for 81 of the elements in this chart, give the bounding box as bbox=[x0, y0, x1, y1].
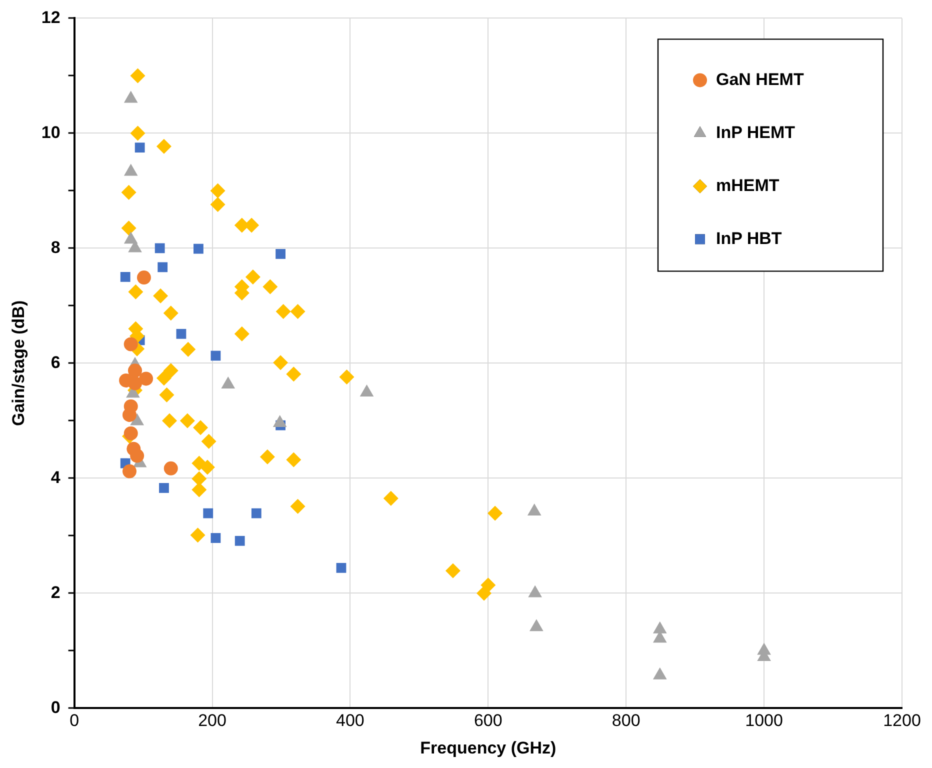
y-tick-label: 12 bbox=[41, 8, 60, 27]
point bbox=[273, 355, 288, 370]
point bbox=[193, 420, 208, 436]
point bbox=[162, 413, 177, 428]
point bbox=[159, 387, 174, 402]
point bbox=[180, 413, 195, 428]
legend-label: GaN HEMT bbox=[716, 70, 804, 89]
x-tick-label: 400 bbox=[336, 711, 364, 730]
point bbox=[122, 464, 136, 478]
point bbox=[290, 498, 306, 514]
point bbox=[124, 337, 138, 352]
point bbox=[262, 279, 278, 294]
point bbox=[124, 426, 138, 440]
point bbox=[234, 536, 245, 546]
point bbox=[121, 184, 136, 200]
point bbox=[201, 434, 216, 449]
point bbox=[164, 461, 178, 476]
point bbox=[130, 126, 146, 141]
point bbox=[251, 508, 262, 518]
point bbox=[128, 364, 142, 378]
point bbox=[128, 376, 142, 390]
y-tick-label: 2 bbox=[50, 582, 60, 602]
y-tick-label: 4 bbox=[50, 468, 61, 487]
point bbox=[124, 399, 138, 414]
x-tick-label: 600 bbox=[474, 711, 502, 730]
point bbox=[210, 183, 226, 198]
point bbox=[128, 284, 144, 300]
y-tick-label: 10 bbox=[41, 122, 60, 142]
point bbox=[176, 328, 186, 339]
point bbox=[276, 304, 291, 319]
point bbox=[153, 288, 168, 304]
point bbox=[260, 449, 275, 464]
point bbox=[194, 244, 204, 254]
point bbox=[234, 326, 250, 342]
point bbox=[203, 508, 214, 518]
point bbox=[290, 304, 306, 319]
y-tick-label: 6 bbox=[50, 352, 60, 372]
point bbox=[156, 138, 172, 154]
legend-label: InP HEMT bbox=[716, 122, 796, 142]
y-tick-label: 0 bbox=[50, 698, 60, 717]
point bbox=[276, 249, 286, 259]
legend-label: mHEMT bbox=[716, 176, 780, 195]
point bbox=[163, 306, 178, 321]
point bbox=[200, 460, 215, 475]
point bbox=[445, 563, 460, 578]
point bbox=[158, 262, 168, 272]
point bbox=[180, 342, 196, 357]
point bbox=[245, 269, 260, 284]
point bbox=[286, 452, 302, 468]
y-axis-title: Gain/stage (dB) bbox=[8, 300, 28, 426]
x-axis-title: Frequency (GHz) bbox=[420, 738, 556, 758]
point bbox=[192, 471, 207, 486]
point bbox=[210, 350, 221, 361]
point bbox=[134, 142, 145, 153]
x-tick-label: 800 bbox=[612, 711, 640, 730]
point bbox=[159, 483, 169, 493]
point bbox=[210, 533, 221, 543]
point bbox=[156, 370, 172, 386]
x-tick-label: 200 bbox=[198, 711, 226, 730]
point bbox=[139, 372, 154, 386]
point bbox=[210, 197, 226, 212]
point bbox=[130, 448, 144, 463]
point bbox=[136, 270, 151, 285]
point bbox=[336, 562, 346, 573]
y-tick-label: 8 bbox=[50, 238, 60, 257]
x-tick-label: 1000 bbox=[745, 711, 783, 730]
point bbox=[476, 586, 492, 601]
point bbox=[121, 220, 136, 236]
x-tick-label: 0 bbox=[70, 711, 80, 730]
point bbox=[130, 68, 146, 84]
legend-label: InP HBT bbox=[716, 228, 782, 248]
point bbox=[120, 272, 130, 282]
point bbox=[192, 482, 207, 498]
point bbox=[339, 370, 354, 384]
point bbox=[383, 490, 398, 506]
point bbox=[286, 366, 302, 382]
x-tick-label: 1200 bbox=[883, 711, 921, 730]
point bbox=[154, 243, 165, 254]
point bbox=[190, 528, 206, 543]
point bbox=[163, 363, 178, 378]
point bbox=[488, 506, 503, 521]
